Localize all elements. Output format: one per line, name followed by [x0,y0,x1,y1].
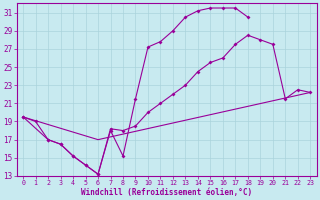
X-axis label: Windchill (Refroidissement éolien,°C): Windchill (Refroidissement éolien,°C) [81,188,252,197]
